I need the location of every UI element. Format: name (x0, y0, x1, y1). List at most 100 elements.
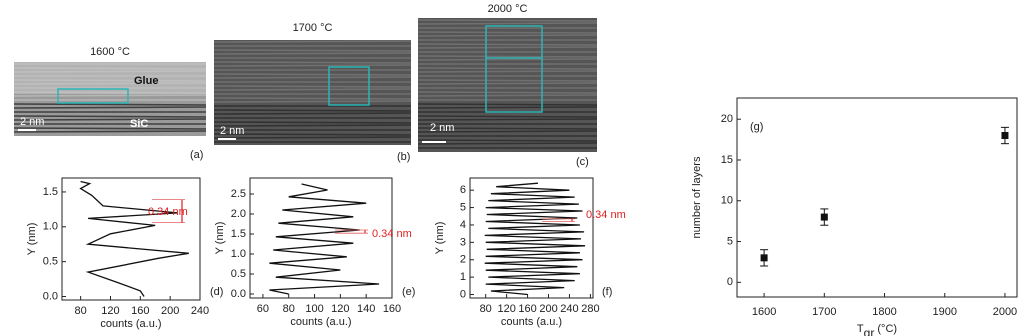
x-tick-label: 160 (131, 305, 149, 317)
x-tick-label: 80 (480, 303, 492, 315)
y-tick-label: 2 (460, 254, 466, 266)
selection-box (485, 25, 543, 113)
lattice-fringe (213, 76, 412, 79)
region-note: SiC (130, 118, 148, 130)
lattice-fringe (213, 112, 412, 115)
lattice-fringe (13, 127, 207, 130)
lattice-fringe (417, 70, 598, 73)
lattice-fringe (213, 133, 412, 136)
plot-frame (736, 97, 1018, 298)
lattice-fringe (213, 40, 412, 43)
x-axis-label: counts (a.u.) (100, 318, 161, 330)
x-label-rest: (°C) (874, 323, 897, 335)
lattice-fringe (213, 52, 412, 55)
lattice-fringe (417, 139, 598, 142)
lattice-fringe (417, 55, 598, 58)
lattice-fringe (417, 130, 598, 133)
y-tick-label: 0.5 (231, 268, 246, 280)
y-tick-label: 5 (460, 201, 466, 213)
selection-box (328, 66, 370, 106)
scale-label: 2 nm (220, 125, 244, 137)
y-tick-label: 4 (460, 219, 466, 231)
data-point (760, 254, 768, 262)
panel-label: (e) (402, 286, 415, 298)
y-tick-label: 1.0 (43, 221, 58, 233)
selection-box (57, 88, 129, 104)
y-tick-label: 1.5 (231, 228, 246, 240)
lattice-fringe (213, 49, 412, 52)
y-tick-label: 0 (460, 288, 466, 300)
x-tick-label: 240 (560, 303, 578, 315)
y-tick-label: 0 (727, 276, 733, 288)
scale-label: 2 nm (430, 122, 454, 134)
lattice-fringe (417, 82, 598, 85)
lattice-fringe (417, 58, 598, 61)
spacing-annotation: 0.34 nm (586, 209, 626, 221)
lattice-fringe (213, 97, 412, 100)
y-axis-label: number of layers (691, 156, 703, 238)
y-tick-label: 2.5 (231, 188, 246, 200)
x-axis-label: Tgr (°C) (857, 323, 897, 336)
x-tick-label: 240 (191, 305, 209, 317)
lattice-fringe (13, 130, 207, 133)
x-tick-label: 160 (518, 303, 536, 315)
lattice-fringe (417, 43, 598, 46)
plot-frame (61, 177, 201, 301)
panel-label: (d) (210, 286, 223, 298)
lattice-fringe (13, 106, 207, 109)
lattice-fringe (13, 103, 207, 106)
y-tick-label: 2.0 (231, 208, 246, 220)
x-tick-label: 120 (101, 305, 119, 317)
lattice-fringe (417, 22, 598, 25)
y-tick-label: 10 (721, 195, 733, 207)
profile-line (484, 182, 586, 296)
panel-label: (c) (576, 156, 589, 168)
lattice-fringe (417, 115, 598, 118)
profile-line (269, 183, 380, 295)
lattice-fringe (417, 67, 598, 70)
data-point (1001, 132, 1009, 140)
lattice-fringe (13, 118, 207, 121)
x-label-sub: gr (864, 326, 875, 336)
y-tick-label: 20 (721, 113, 733, 125)
lattice-fringe (213, 61, 412, 64)
spacing-annotation: 0.34 nm (148, 206, 188, 218)
x-tick-label: 120 (497, 303, 515, 315)
lattice-fringe (417, 94, 598, 97)
x-tick-label: 100 (305, 303, 323, 315)
x-tick-label: 200 (161, 305, 179, 317)
scale-label: 2 nm (20, 116, 44, 128)
lattice-fringe (417, 34, 598, 37)
x-tick-label: 1900 (932, 306, 956, 318)
lattice-fringe (417, 19, 598, 22)
y-axis-label: Y (nm) (26, 223, 38, 256)
y-tick-label: 1 (460, 271, 466, 283)
y-tick-label: 6 (460, 184, 466, 196)
y-tick-label: 3 (460, 236, 466, 248)
spacing-annotation: 0.34 nm (372, 228, 412, 240)
plot-frame (249, 177, 393, 299)
profile-line (79, 180, 189, 297)
lattice-fringe (213, 73, 412, 76)
x-label-main: T (857, 323, 864, 335)
image-title: 2000 °C (488, 3, 528, 15)
lattice-fringe (417, 31, 598, 34)
x-tick-label: 280 (581, 303, 599, 315)
lattice-fringe (417, 127, 598, 130)
y-tick-label: 5 (727, 235, 733, 247)
x-axis-label: counts (a.u.) (501, 316, 562, 328)
region-note: Glue (134, 75, 158, 87)
y-tick-label: 1.5 (43, 186, 58, 198)
x-tick-label: 200 (539, 303, 557, 315)
lattice-fringe (213, 121, 412, 124)
image-title: 1700 °C (293, 22, 333, 34)
lattice-fringe (417, 46, 598, 49)
x-tick-label: 140 (357, 303, 375, 315)
x-tick-label: 2000 (993, 306, 1017, 318)
lattice-fringe (417, 103, 598, 106)
image-title: 1600 °C (90, 46, 130, 58)
lattice-fringe (213, 124, 412, 127)
x-tick-label: 1600 (752, 306, 776, 318)
y-axis-label: Y (nm) (214, 222, 226, 255)
